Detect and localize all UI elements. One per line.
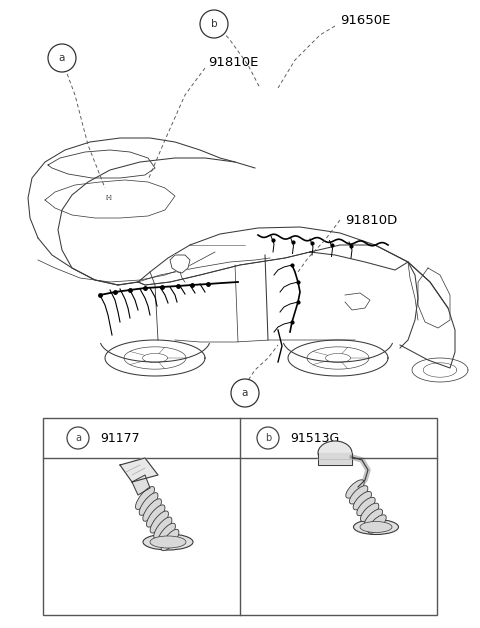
Text: 91810E: 91810E (208, 55, 258, 68)
Ellipse shape (318, 441, 352, 465)
Ellipse shape (346, 480, 364, 498)
Ellipse shape (139, 492, 158, 516)
Ellipse shape (143, 534, 193, 550)
Text: a: a (59, 53, 65, 63)
Text: ℍ: ℍ (105, 195, 111, 201)
Text: 91810D: 91810D (345, 214, 397, 227)
Text: b: b (211, 19, 217, 29)
Ellipse shape (368, 515, 386, 533)
Text: 91177: 91177 (100, 431, 140, 445)
Ellipse shape (157, 523, 175, 545)
Ellipse shape (357, 497, 375, 516)
Text: 91650E: 91650E (340, 13, 390, 26)
Ellipse shape (349, 485, 368, 504)
Text: a: a (242, 388, 248, 398)
Ellipse shape (161, 529, 179, 551)
Ellipse shape (353, 492, 372, 510)
Ellipse shape (146, 505, 165, 527)
Ellipse shape (154, 517, 172, 539)
Text: 91513G: 91513G (290, 431, 339, 445)
Ellipse shape (150, 511, 168, 533)
Circle shape (231, 379, 259, 407)
Circle shape (200, 10, 228, 38)
Circle shape (67, 427, 89, 449)
Circle shape (257, 427, 279, 449)
Text: b: b (265, 433, 271, 443)
Ellipse shape (353, 519, 398, 534)
Ellipse shape (143, 499, 161, 521)
Ellipse shape (360, 503, 379, 521)
Polygon shape (120, 458, 158, 482)
Polygon shape (318, 453, 352, 465)
Polygon shape (170, 255, 190, 273)
Ellipse shape (150, 536, 186, 548)
Polygon shape (132, 475, 150, 495)
FancyBboxPatch shape (43, 418, 437, 615)
Text: a: a (75, 433, 81, 443)
Ellipse shape (360, 521, 392, 533)
Ellipse shape (364, 509, 383, 528)
Circle shape (48, 44, 76, 72)
Ellipse shape (135, 487, 155, 509)
